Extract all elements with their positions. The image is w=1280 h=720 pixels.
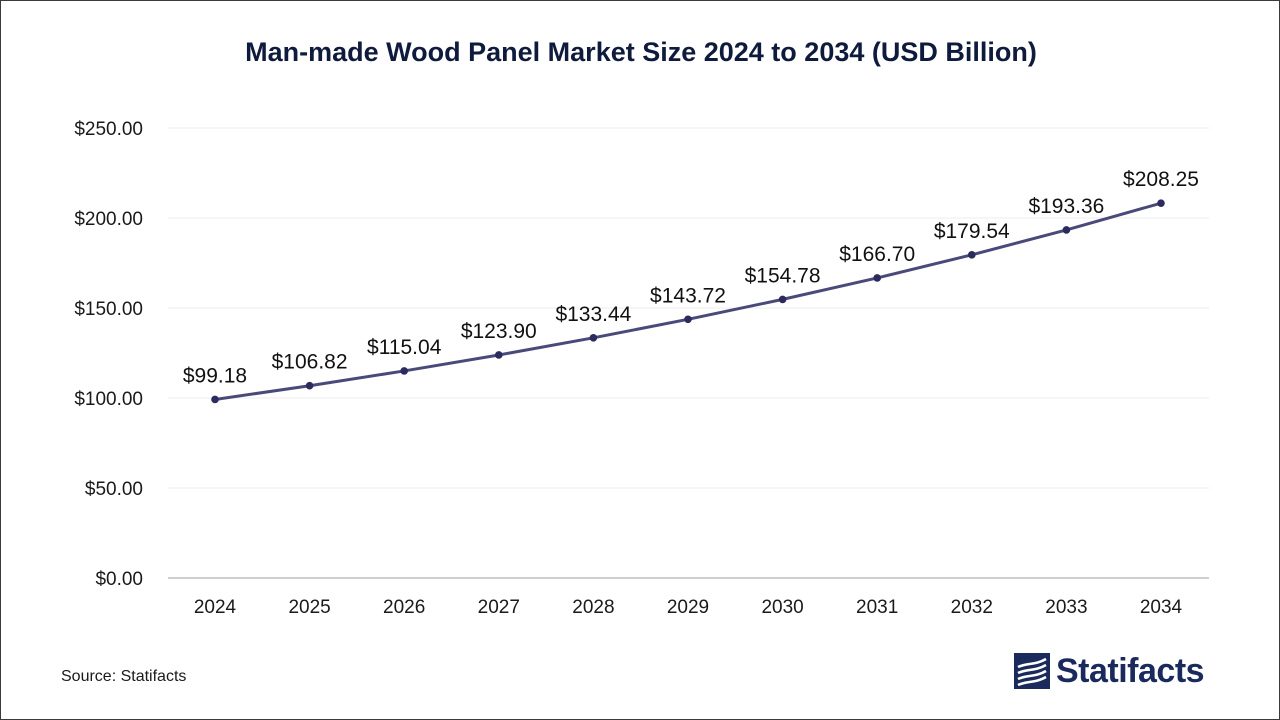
data-point <box>589 334 598 342</box>
data-label: $115.04 <box>367 336 442 359</box>
data-label: $154.78 <box>745 264 821 287</box>
chart-title: Man-made Wood Panel Market Size 2024 to … <box>245 37 1037 67</box>
data-label: $99.18 <box>183 364 247 387</box>
x-tick-label: 2025 <box>288 597 330 618</box>
x-tick-label: 2030 <box>761 597 803 618</box>
data-markers <box>211 199 1165 404</box>
x-tick-label: 2031 <box>856 597 898 618</box>
x-tick-label: 2034 <box>1140 597 1183 618</box>
x-tick-label: 2028 <box>572 597 614 618</box>
data-label: $166.70 <box>839 243 915 266</box>
data-point <box>778 295 787 304</box>
data-label: $193.36 <box>1028 195 1104 218</box>
y-tick-label: $50.00 <box>85 479 143 500</box>
y-tick-label: $250.00 <box>74 119 143 140</box>
data-label: $123.90 <box>461 320 537 343</box>
y-tick-label: $150.00 <box>74 299 143 320</box>
x-tick-label: 2024 <box>194 597 237 618</box>
x-axis-ticks: 2024 2025 2026 2027 2028 2029 2030 2031 2032 2033… <box>194 597 1183 618</box>
data-label: $106.82 <box>272 351 348 374</box>
data-point <box>1062 226 1071 234</box>
y-tick-label: $0.00 <box>95 569 143 590</box>
x-tick-label: 2026 <box>383 597 425 618</box>
logo-text: Statifacts <box>1056 651 1205 690</box>
data-point <box>495 351 503 359</box>
y-tick-label: $100.00 <box>74 389 143 410</box>
data-point <box>684 315 692 324</box>
grid-lines <box>168 127 1209 579</box>
x-tick-label: 2033 <box>1045 597 1087 618</box>
data-label: $143.72 <box>650 284 726 307</box>
x-tick-label: 2029 <box>667 597 709 618</box>
data-point <box>873 274 881 282</box>
data-label: $179.54 <box>934 220 1010 243</box>
data-label: $133.44 <box>555 303 631 326</box>
data-labels: $99.18 $106.82 $115.04 $123.90 $133.44 $143.7… <box>183 168 1199 387</box>
data-point <box>400 367 409 375</box>
x-tick-label: 2032 <box>951 597 993 618</box>
data-point <box>1157 199 1165 207</box>
data-label: $208.25 <box>1123 168 1199 191</box>
source-note: Source: Statifacts <box>61 668 187 685</box>
y-axis-ticks: $0.00 $50.00 $100.00 $150.00 $200.00 $250.00 <box>74 119 143 590</box>
statifacts-logo-icon <box>1014 653 1050 689</box>
brand-logo: Statifacts <box>1014 651 1205 691</box>
data-point <box>211 395 219 404</box>
y-tick-label: $200.00 <box>74 209 143 230</box>
data-point <box>305 381 314 390</box>
data-point <box>968 251 976 259</box>
x-tick-label: 2027 <box>478 597 520 618</box>
